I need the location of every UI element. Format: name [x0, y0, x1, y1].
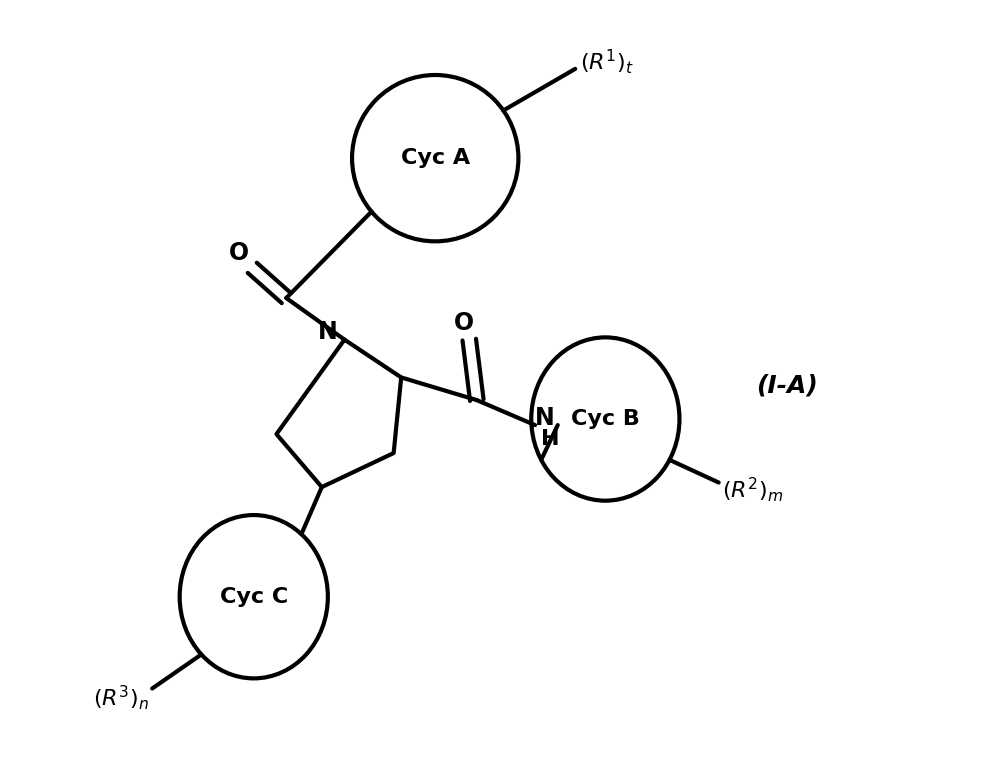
Text: Cyc C: Cyc C	[220, 587, 288, 607]
Text: H: H	[540, 429, 559, 449]
Text: N: N	[318, 320, 338, 344]
Text: O: O	[454, 311, 474, 335]
Text: (I-A): (I-A)	[756, 373, 818, 397]
Text: N: N	[535, 406, 554, 430]
Text: O: O	[229, 241, 249, 265]
Text: Cyc A: Cyc A	[401, 148, 470, 168]
Text: $(R^3)_n$: $(R^3)_n$	[93, 683, 149, 712]
Text: $(R^2)_m$: $(R^2)_m$	[722, 476, 783, 504]
Text: $(R^1)_t$: $(R^1)_t$	[579, 47, 633, 75]
Text: Cyc B: Cyc B	[570, 409, 639, 429]
